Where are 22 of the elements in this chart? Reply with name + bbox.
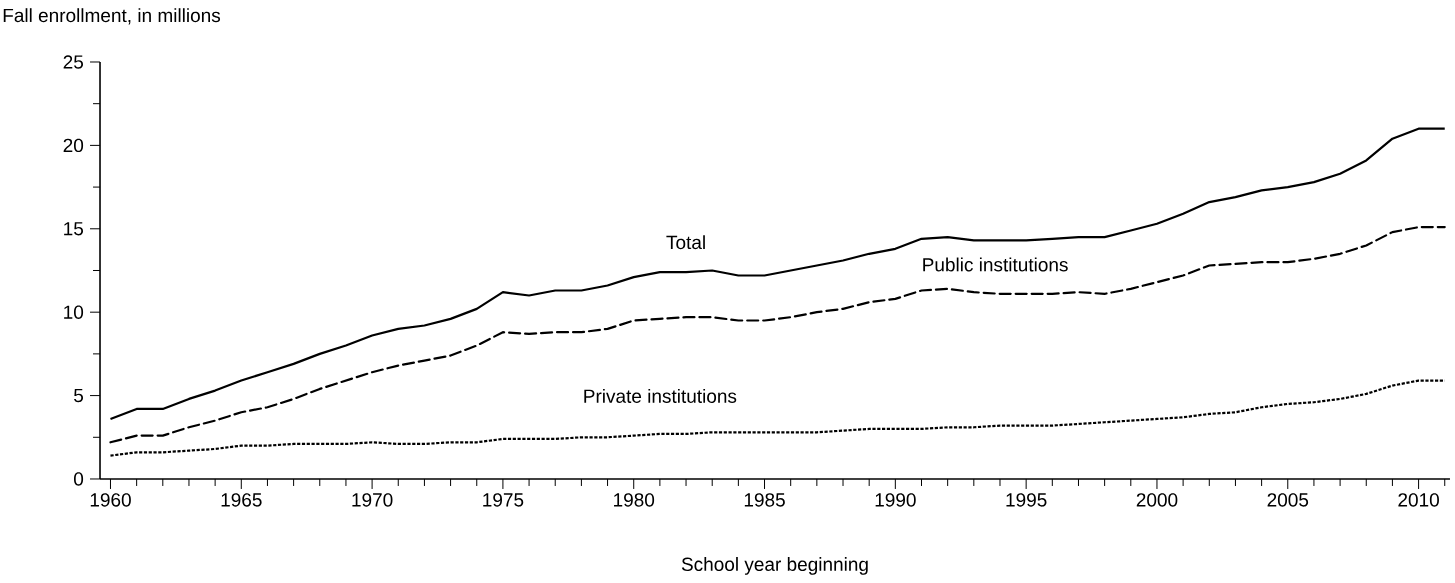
x-axis-title: School year beginning — [681, 557, 868, 575]
series-label: Total — [666, 235, 705, 250]
y-axis-title: Fall enrollment, in millions — [3, 8, 221, 25]
y-tick-label: 5 — [74, 388, 84, 403]
x-tick-label: 2005 — [1267, 493, 1309, 507]
x-tick-label: 1975 — [483, 493, 524, 507]
x-tick-label: 1985 — [744, 493, 785, 507]
x-tick-label: 1965 — [221, 493, 262, 507]
x-tick-label: 2000 — [1136, 493, 1178, 507]
y-tick-label: 15 — [64, 222, 84, 236]
x-tick-label: 1990 — [875, 493, 916, 507]
x-tick-label: 1995 — [1006, 493, 1047, 507]
x-tick-label: 1970 — [352, 493, 393, 507]
x-tick-label: 2010 — [1398, 493, 1439, 507]
y-tick-label: 20 — [63, 138, 84, 153]
y-tick-label: 25 — [63, 55, 84, 69]
x-tick-label: 1980 — [614, 493, 655, 507]
x-tick-label: 1960 — [90, 493, 131, 507]
series-label: Private institutions — [584, 388, 737, 403]
y-tick-label: 0 — [74, 472, 84, 486]
y-tick-label: 10 — [64, 305, 84, 319]
series-label: Public institutions — [923, 257, 1068, 272]
